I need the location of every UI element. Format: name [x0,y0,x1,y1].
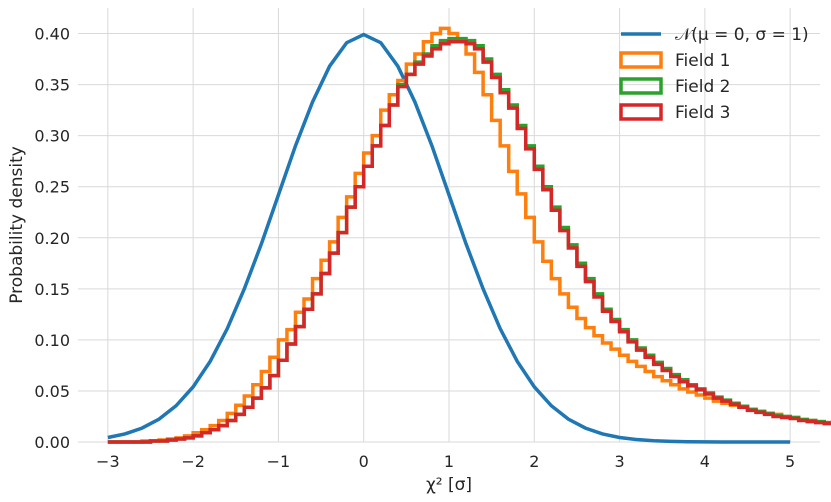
y-tick-label: 0.30 [34,127,70,146]
y-tick-label: 0.00 [34,433,70,452]
x-tick-label: 3 [614,452,624,471]
grid [78,8,820,443]
y-tick-label: 0.20 [34,229,70,248]
y-tick-label: 0.40 [34,25,70,44]
y-tick-label: 0.10 [34,331,70,350]
legend-label: Field 1 [675,51,730,71]
legend-marker [619,77,663,95]
legend-label: 𝒩(μ = 0, σ = 1) [675,25,809,45]
series-1-line [107,32,791,444]
x-tick-label: 1 [444,452,454,471]
x-tick-label: 2 [529,452,539,471]
legend-marker [619,103,663,121]
series-3-line [107,36,831,444]
series-4-line [107,39,831,444]
y-axis-label: Probability density [7,146,27,304]
y-tick-label: 0.05 [34,382,70,401]
legend-label: Field 2 [675,77,730,97]
x-tick-label: −3 [96,452,120,471]
y-tick-label: 0.35 [34,76,70,95]
x-tick-label: 4 [700,452,710,471]
x-tick-label: 5 [785,452,795,471]
legend: 𝒩(μ = 0, σ = 1) Field 1 Field 2 Field 3 [619,25,809,123]
y-tick-label: 0.15 [34,280,70,299]
legend-label: Field 3 [675,103,730,123]
tick-labels: −3 −2 −1 0 1 2 3 4 5 0.00 0.05 0.10 0.15 0.20 0.25 0.30… [34,25,795,471]
series-group [107,26,831,444]
y-tick-label: 0.25 [34,178,70,197]
x-tick-label: 0 [359,452,369,471]
legend-marker [619,51,663,69]
x-tick-label: −2 [181,452,205,471]
x-axis-label: χ² [σ] [426,475,472,495]
x-tick-label: −1 [267,452,291,471]
